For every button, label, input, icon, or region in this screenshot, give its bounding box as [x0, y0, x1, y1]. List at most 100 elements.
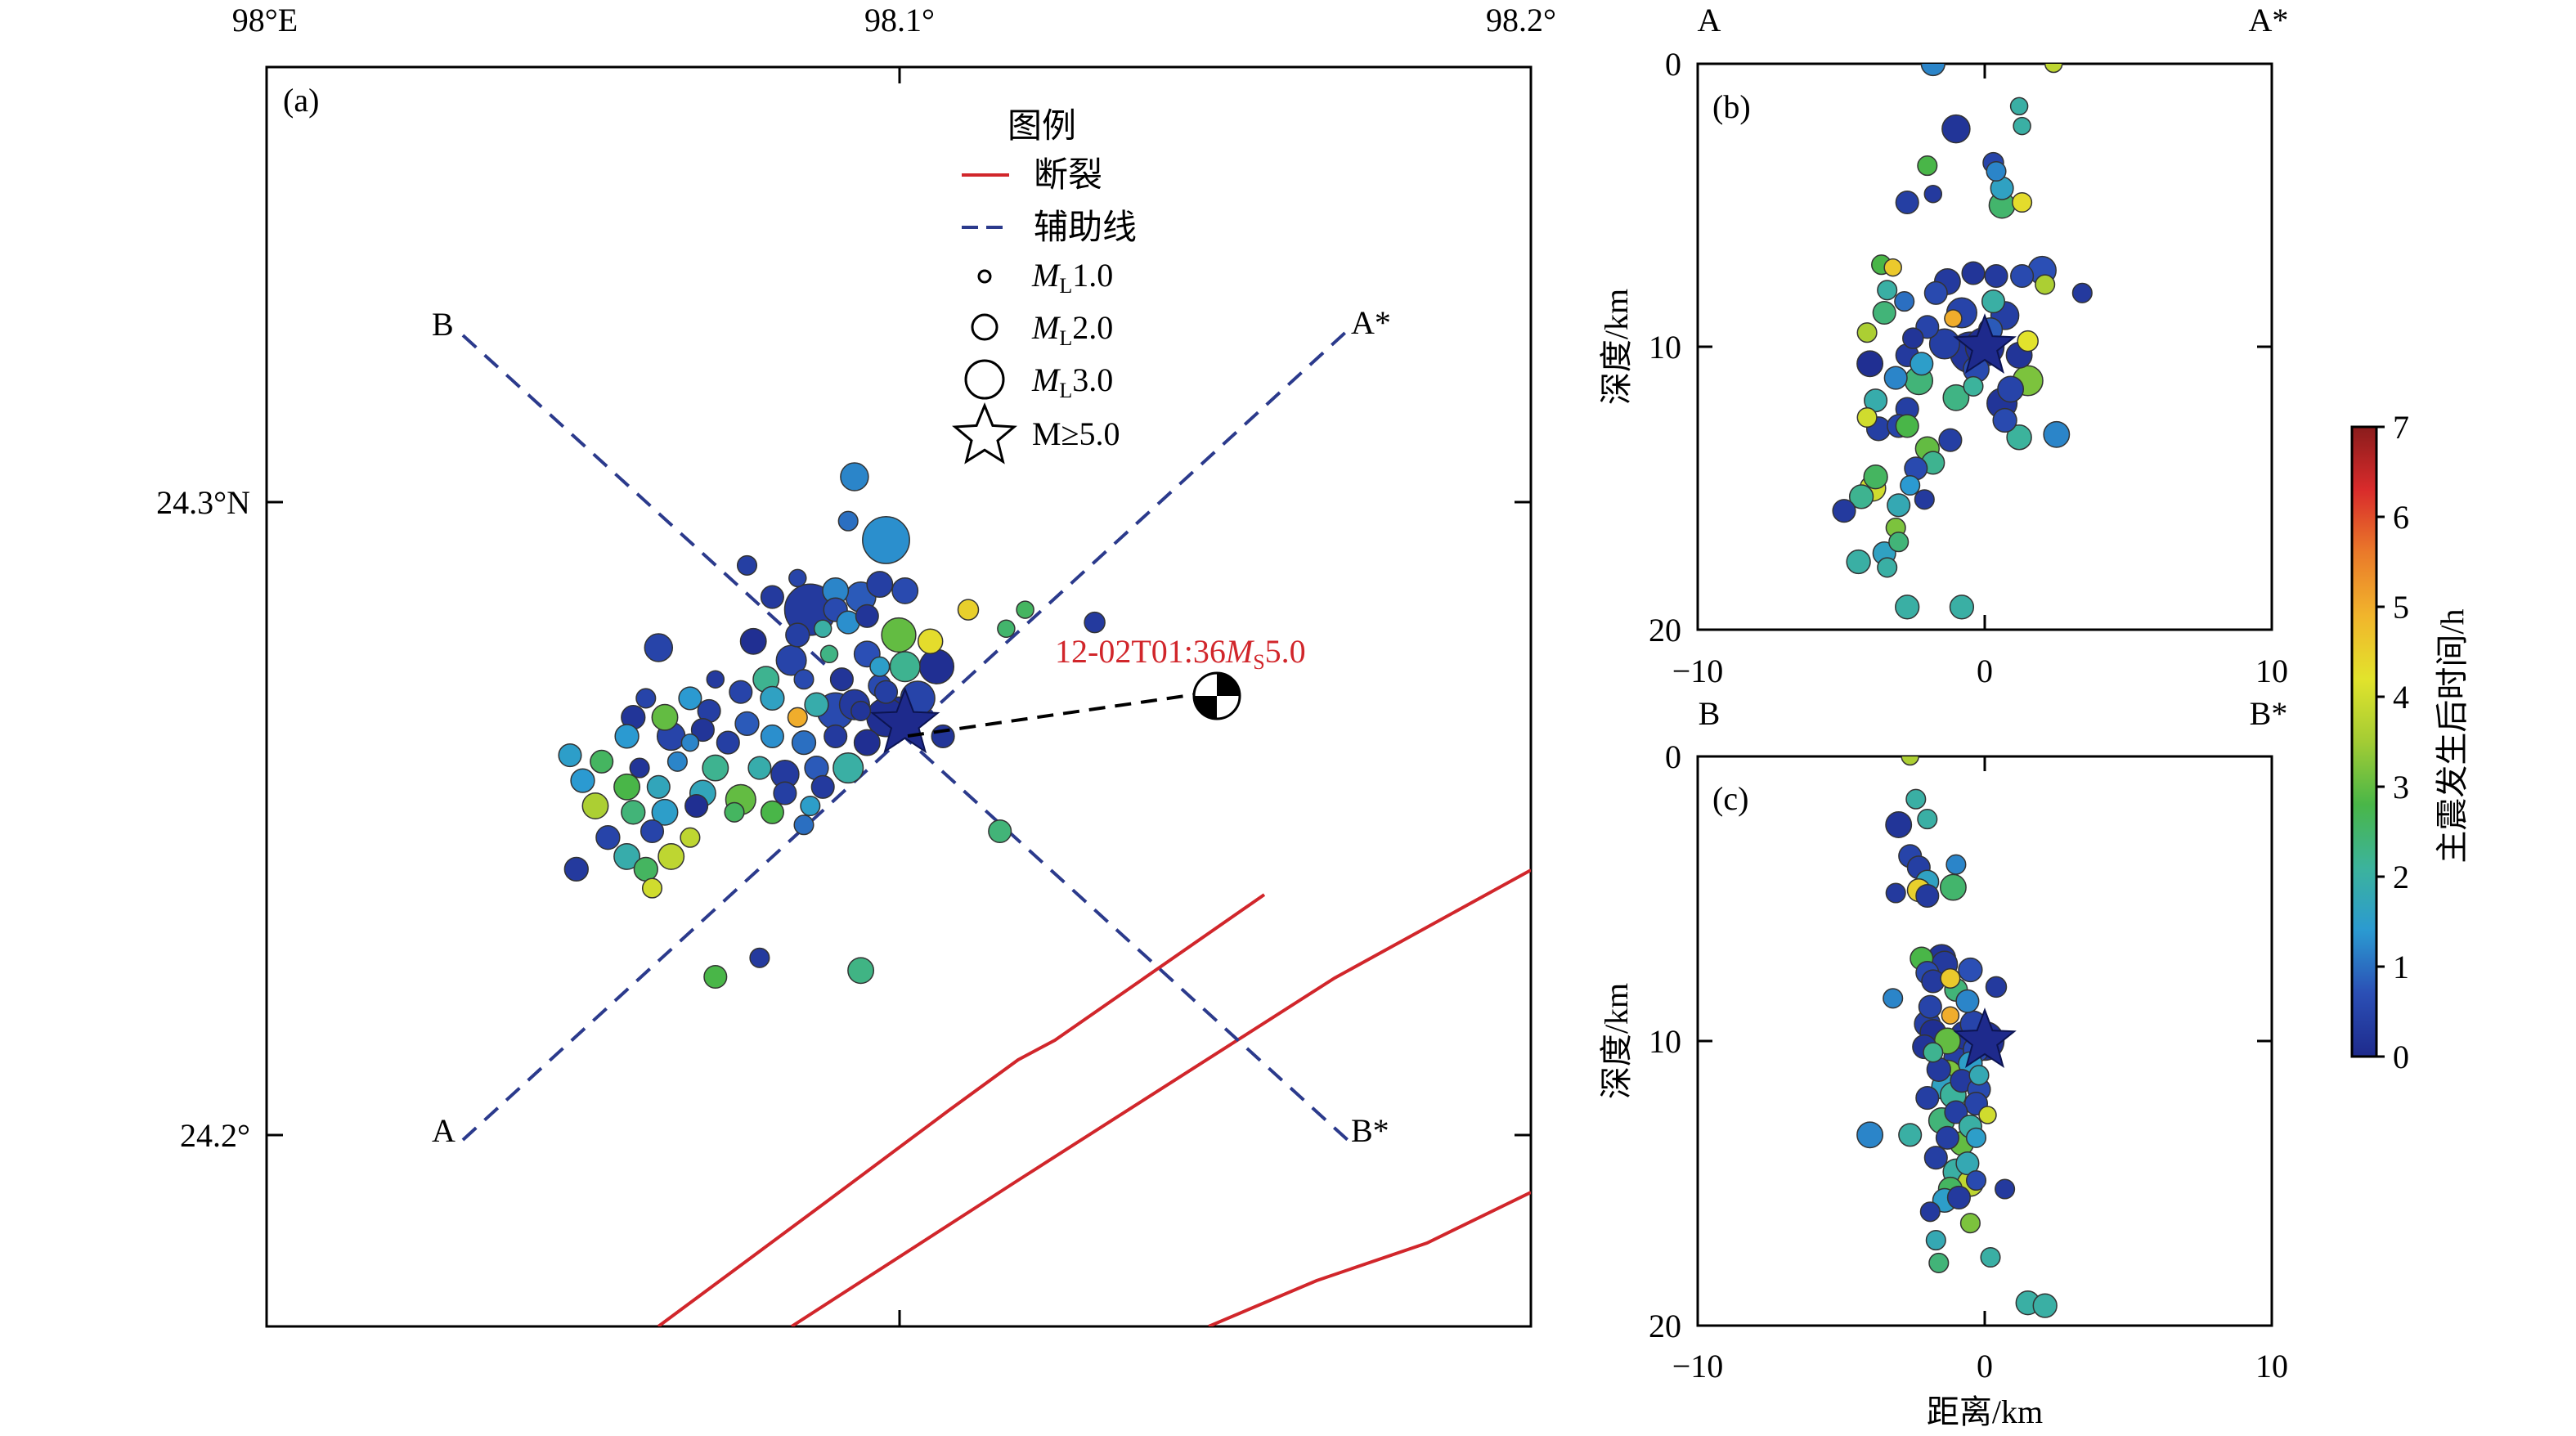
section-c-ytick-0: 0: [1665, 738, 1681, 775]
event-marker: [1955, 1151, 1980, 1176]
event-marker: [889, 651, 921, 683]
event-marker: [1883, 988, 1904, 1009]
lon-tick-98-1: 98.1°: [864, 2, 935, 38]
event-marker: [739, 627, 767, 655]
legend-title: 图例: [1008, 108, 1076, 146]
event-marker: [988, 819, 1012, 844]
event-marker: [1883, 258, 1902, 277]
event-marker: [1920, 64, 1945, 77]
event-marker: [2035, 274, 2056, 295]
event-marker: [957, 599, 980, 621]
event-marker: [2017, 330, 2039, 352]
event-marker: [2032, 1293, 2058, 1318]
legend-mag3-sub: L: [1059, 379, 1072, 402]
event-marker: [1856, 406, 1878, 429]
event-marker: [1915, 883, 1940, 909]
event-marker: [1895, 414, 1919, 438]
map-ticks: [267, 67, 1531, 1326]
event-marker: [1901, 756, 1919, 766]
event-marker: [614, 724, 640, 749]
event-marker: [773, 781, 797, 806]
event-marker: [1016, 600, 1034, 619]
event-marker: [1939, 873, 1967, 901]
section-c-ytick-10: 10: [1649, 1023, 1681, 1060]
section-b-right-label: A*: [2249, 2, 2289, 38]
legend-mag2-symbol: [971, 313, 999, 341]
colorbar-tick-label: 7: [2393, 409, 2409, 446]
event-marker: [1888, 532, 1910, 553]
event-marker: [862, 515, 910, 564]
event-marker: [850, 700, 872, 721]
colorbar-bar: [2350, 425, 2378, 1058]
event-marker: [918, 648, 955, 684]
event-marker: [1941, 114, 1971, 144]
legend-mag1-label: ML1.0: [1031, 257, 1113, 298]
event-marker: [1965, 1169, 1987, 1191]
event-marker: [703, 964, 728, 989]
lat-tick-24-2: 24.2°: [180, 1117, 250, 1154]
event-marker: [1084, 611, 1106, 634]
event-marker: [837, 510, 859, 532]
event-marker: [690, 718, 715, 743]
event-marker: [1985, 976, 2008, 998]
colorbar-tick-label: 1: [2393, 949, 2409, 985]
event-marker: [2010, 263, 2035, 289]
event-marker: [734, 711, 760, 737]
event-marker: [1863, 464, 1888, 490]
event-marker: [1928, 1252, 1950, 1273]
event-marker: [736, 554, 758, 576]
event-marker: [657, 842, 685, 870]
event-marker: [847, 957, 875, 985]
section-b-mainshock: [1953, 313, 2017, 374]
event-marker: [2009, 96, 2029, 116]
event-marker: [1995, 1178, 2016, 1200]
legend-mag3-label: ML3.0: [1031, 361, 1113, 402]
event-marker: [629, 757, 650, 779]
event-marker: [2013, 116, 2031, 136]
legend-aux-label: 辅助线: [1034, 209, 1137, 247]
profile-label-a-start: A: [432, 1112, 456, 1149]
legend-mag2-sym: M: [1031, 309, 1061, 346]
legend-mag3-symbol: [964, 359, 1005, 400]
event-marker: [1883, 366, 1908, 390]
event-marker: [1917, 155, 1938, 177]
event-marker: [1918, 994, 1942, 1019]
panel-label-a: (a): [283, 82, 319, 119]
event-marker: [640, 819, 665, 844]
event-marker: [917, 628, 944, 655]
mainshock-star-marker: [1953, 313, 2017, 374]
legend-mag2-sub: L: [1059, 326, 1072, 350]
event-marker: [747, 756, 772, 780]
colorbar-tick-label: 3: [2393, 769, 2409, 806]
event-marker: [595, 825, 621, 850]
event-marker: [2071, 282, 2093, 303]
event-marker: [824, 724, 848, 748]
event-marker: [1885, 882, 1906, 904]
event-marker: [651, 798, 679, 826]
focal-mechanism-beachball: [1192, 671, 1241, 720]
event-marker: [724, 801, 745, 823]
legend-mag1-val: 1.0: [1072, 257, 1113, 294]
event-marker: [1910, 352, 1934, 376]
event-marker: [1997, 375, 2025, 403]
event-marker: [791, 729, 817, 756]
profile-label-b-start: B: [432, 306, 454, 343]
event-marker: [785, 622, 810, 648]
event-marker: [1902, 327, 1924, 349]
event-marker: [1895, 190, 1919, 215]
mainshock-label-val: 5.0: [1265, 633, 1306, 670]
legend-star-symbol: [952, 402, 1017, 464]
legend-mag3-sym: M: [1031, 361, 1061, 398]
event-marker: [1959, 1213, 1981, 1234]
event-marker: [840, 462, 869, 491]
legend-star-label: M≥5.0: [1032, 415, 1120, 452]
colorbar-tick-label: 6: [2393, 499, 2409, 536]
event-marker: [1949, 595, 1975, 620]
event-marker: [1928, 328, 1960, 360]
event-marker: [1958, 957, 1983, 983]
section-b-ytick-20: 20: [1649, 612, 1681, 648]
event-marker: [1981, 289, 2006, 314]
section-c-xtick-10: 10: [2255, 1348, 2288, 1384]
event-marker: [1944, 1100, 1968, 1124]
event-marker: [613, 773, 641, 801]
